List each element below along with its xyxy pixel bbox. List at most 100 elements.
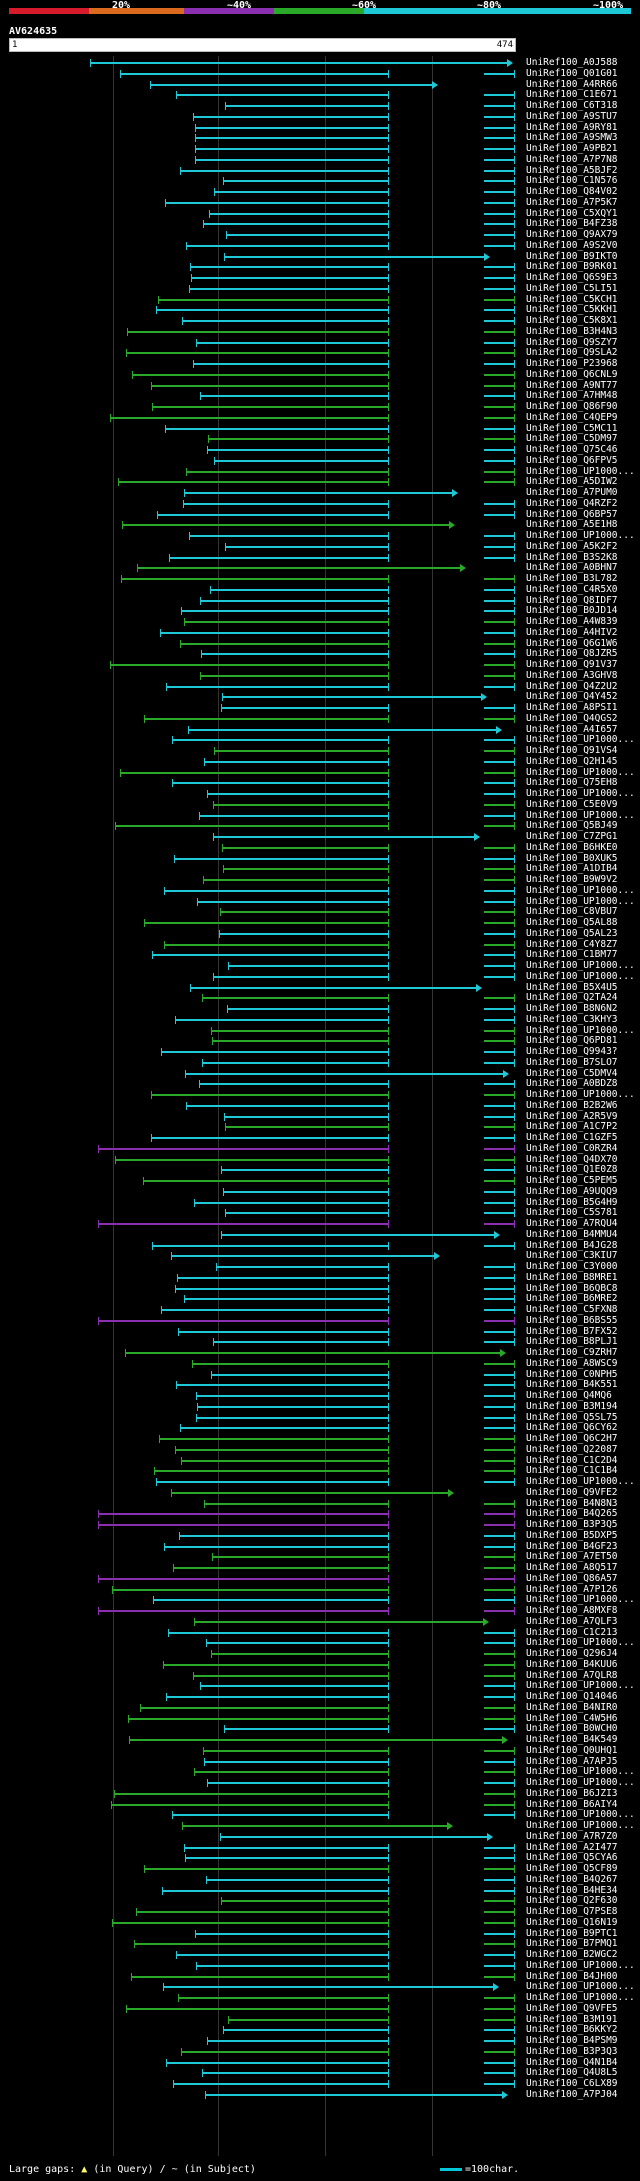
hit-row[interactable]: UniRef100_B7PMQ1 <box>0 1938 640 1949</box>
hit-row[interactable]: UniRef100_Q4RZF2 <box>0 498 640 509</box>
hit-label[interactable]: UniRef100_Q1E0Z8 <box>526 1164 618 1176</box>
hit-label[interactable]: UniRef100_C7ZPG1 <box>526 831 618 842</box>
hit-label[interactable]: UniRef100_Q16N19 <box>526 1916 618 1928</box>
hit-row[interactable]: UniRef100_A4RR66 <box>0 79 640 90</box>
hit-label[interactable]: UniRef100_B4NIR0 <box>526 1701 618 1713</box>
hit-label[interactable]: UniRef100_B5DXP5 <box>526 1529 618 1541</box>
hit-row[interactable]: UniRef100_B4GF23 <box>0 1541 640 1552</box>
hit-row[interactable]: UniRef100_Q5SL75 <box>0 1412 640 1423</box>
hit-label[interactable]: UniRef100_B5G4H9 <box>526 1196 618 1208</box>
hit-label[interactable]: UniRef100_B4KUU6 <box>526 1658 618 1670</box>
hit-row[interactable]: UniRef100_Q4Y452 <box>0 691 640 702</box>
hit-label[interactable]: UniRef100_Q91V37 <box>526 659 618 670</box>
hit-row[interactable]: UniRef100_B4MMU4 <box>0 1229 640 1240</box>
hit-row[interactable]: UniRef100_B4K551 <box>0 1379 640 1390</box>
hit-row[interactable]: UniRef100_Q6PD81 <box>0 1035 640 1047</box>
hit-label[interactable]: UniRef100_C3Y000 <box>526 1261 618 1272</box>
hit-row[interactable]: UniRef100_C4QEP9 <box>0 412 640 423</box>
hit-row[interactable]: UniRef100_B4K549 <box>0 1734 640 1745</box>
hit-row[interactable]: UniRef100_C1GZF5 <box>0 1132 640 1143</box>
hit-label[interactable]: UniRef100_UP1000... <box>526 970 635 982</box>
hit-row[interactable]: UniRef100_A8WSC9 <box>0 1358 640 1369</box>
hit-label[interactable]: UniRef100_Q4MQ6 <box>526 1390 612 1401</box>
hit-row[interactable]: UniRef100_Q6C2H7 <box>0 1433 640 1444</box>
hit-label[interactable]: UniRef100_A5BJF2 <box>526 164 618 176</box>
hit-label[interactable]: UniRef100_B3H4N3 <box>526 325 618 337</box>
hit-label[interactable]: UniRef100_C4R5X0 <box>526 583 618 595</box>
hit-row[interactable]: UniRef100_Q6S9E3 <box>0 272 640 283</box>
hit-label[interactable]: UniRef100_UP1000... <box>526 1766 635 1778</box>
hit-label[interactable]: UniRef100_B4K549 <box>526 1734 618 1745</box>
hit-row[interactable]: UniRef100_A7P7N8 <box>0 154 640 165</box>
hit-row[interactable]: UniRef100_UP1000... <box>0 960 640 971</box>
hit-row[interactable]: UniRef100_A7QLF3 <box>0 1615 640 1627</box>
hit-row[interactable]: UniRef100_C5FXN8 <box>0 1304 640 1315</box>
hit-row[interactable]: UniRef100_A3GHV8 <box>0 670 640 681</box>
hit-row[interactable]: UniRef100_A0BHN7 <box>0 562 640 574</box>
hit-row[interactable]: UniRef100_Q84V02 <box>0 186 640 197</box>
hit-row[interactable]: UniRef100_C4W5H6 <box>0 1713 640 1724</box>
hit-label[interactable]: UniRef100_B5X4U5 <box>526 981 618 993</box>
hit-label[interactable]: UniRef100_Q6PD81 <box>526 1035 618 1047</box>
hit-label[interactable]: UniRef100_B3S2K8 <box>526 551 618 563</box>
hit-row[interactable]: UniRef100_Q1E0Z8 <box>0 1164 640 1176</box>
hit-row[interactable]: UniRef100_UP1000... <box>0 767 640 778</box>
hit-label[interactable]: UniRef100_B8MRE1 <box>526 1271 618 1283</box>
hit-row[interactable]: UniRef100_UP1000... <box>0 896 640 907</box>
hit-label[interactable]: UniRef100_Q6FPV5 <box>526 454 618 466</box>
hit-row[interactable]: UniRef100_C5KCH1 <box>0 294 640 305</box>
hit-label[interactable]: UniRef100_A4I657 <box>526 723 618 735</box>
hit-row[interactable]: UniRef100_B6KKY2 <box>0 2024 640 2036</box>
hit-row[interactable]: UniRef100_A7R7Z0 <box>0 1831 640 1842</box>
hit-row[interactable]: UniRef100_C1C1B4 <box>0 1465 640 1476</box>
hit-row[interactable]: UniRef100_C3Y000 <box>0 1261 640 1272</box>
hit-label[interactable]: UniRef100_Q9VFE5 <box>526 2002 618 2014</box>
hit-row[interactable]: UniRef100_B9RK01 <box>0 261 640 273</box>
hit-row[interactable]: UniRef100_UP1000... <box>0 466 640 477</box>
hit-label[interactable]: UniRef100_A8Q517 <box>526 1562 618 1573</box>
hit-label[interactable]: UniRef100_UP1000... <box>526 734 635 746</box>
hit-row[interactable]: UniRef100_C5DM97 <box>0 433 640 444</box>
hit-row[interactable]: UniRef100_Q4DX70 <box>0 1154 640 1165</box>
hit-row[interactable]: UniRef100_A4W839 <box>0 616 640 627</box>
hit-label[interactable]: UniRef100_C8VBU7 <box>526 906 618 918</box>
hit-label[interactable]: UniRef100_Q22087 <box>526 1443 618 1455</box>
hit-row[interactable]: UniRef100_B0WCH0 <box>0 1723 640 1734</box>
hit-row[interactable]: UniRef100_A9RY81 <box>0 122 640 133</box>
hit-label[interactable]: UniRef100_C5LI51 <box>526 282 618 294</box>
hit-label[interactable]: UniRef100_C5KKH1 <box>526 304 618 316</box>
hit-label[interactable]: UniRef100_A7QLF3 <box>526 1615 618 1627</box>
hit-label[interactable]: UniRef100_UP1000... <box>526 1594 635 1606</box>
hit-label[interactable]: UniRef100_Q2F630 <box>526 1895 618 1907</box>
hit-row[interactable]: UniRef100_B6MRE2 <box>0 1293 640 1304</box>
hit-row[interactable]: UniRef100_B4PSM9 <box>0 2035 640 2046</box>
hit-label[interactable]: UniRef100_Q6G1W6 <box>526 637 618 649</box>
hit-row[interactable]: UniRef100_B7SLO7 <box>0 1056 640 1068</box>
hit-label[interactable]: UniRef100_B9RK01 <box>526 261 618 273</box>
hit-label[interactable]: UniRef100_B6KKY2 <box>526 2024 618 2036</box>
hit-row[interactable]: UniRef100_B2WGC2 <box>0 1949 640 1960</box>
hit-label[interactable]: UniRef100_Q4QGS2 <box>526 712 618 724</box>
hit-row[interactable]: UniRef100_C9ZRH7 <box>0 1347 640 1358</box>
hit-label[interactable]: UniRef100_B6JZI3 <box>526 1787 618 1799</box>
hit-row[interactable]: UniRef100_Q296J4 <box>0 1648 640 1659</box>
hit-label[interactable]: UniRef100_A0BHN7 <box>526 562 618 574</box>
hit-row[interactable]: UniRef100_Q86A57 <box>0 1573 640 1584</box>
hit-label[interactable]: UniRef100_Q84V02 <box>526 186 618 197</box>
hit-label[interactable]: UniRef100_C5XQY1 <box>526 207 618 219</box>
hit-label[interactable]: UniRef100_A7QLR8 <box>526 1669 618 1681</box>
hit-label[interactable]: UniRef100_Q5CF89 <box>526 1863 618 1874</box>
hit-label[interactable]: UniRef100_B4PSM9 <box>526 2035 618 2046</box>
hit-label[interactable]: UniRef100_B6BS55 <box>526 1314 618 1326</box>
hit-label[interactable]: UniRef100_UP1000... <box>526 1992 635 2003</box>
hit-label[interactable]: UniRef100_UP1000... <box>526 788 635 799</box>
hit-row[interactable]: UniRef100_B4JH00 <box>0 1971 640 1982</box>
hit-label[interactable]: UniRef100_B3M194 <box>526 1400 618 1412</box>
hit-label[interactable]: UniRef100_B2B2W6 <box>526 1099 618 1111</box>
hit-label[interactable]: UniRef100_C3KHY3 <box>526 1013 618 1025</box>
hit-label[interactable]: UniRef100_C9ZRH7 <box>526 1347 618 1358</box>
hit-row[interactable]: UniRef100_Q6CY62 <box>0 1422 640 1433</box>
hit-label[interactable]: UniRef100_B7SLO7 <box>526 1056 618 1068</box>
hit-label[interactable]: UniRef100_UP1000... <box>526 1777 635 1788</box>
hit-label[interactable]: UniRef100_Q91VS4 <box>526 745 618 756</box>
